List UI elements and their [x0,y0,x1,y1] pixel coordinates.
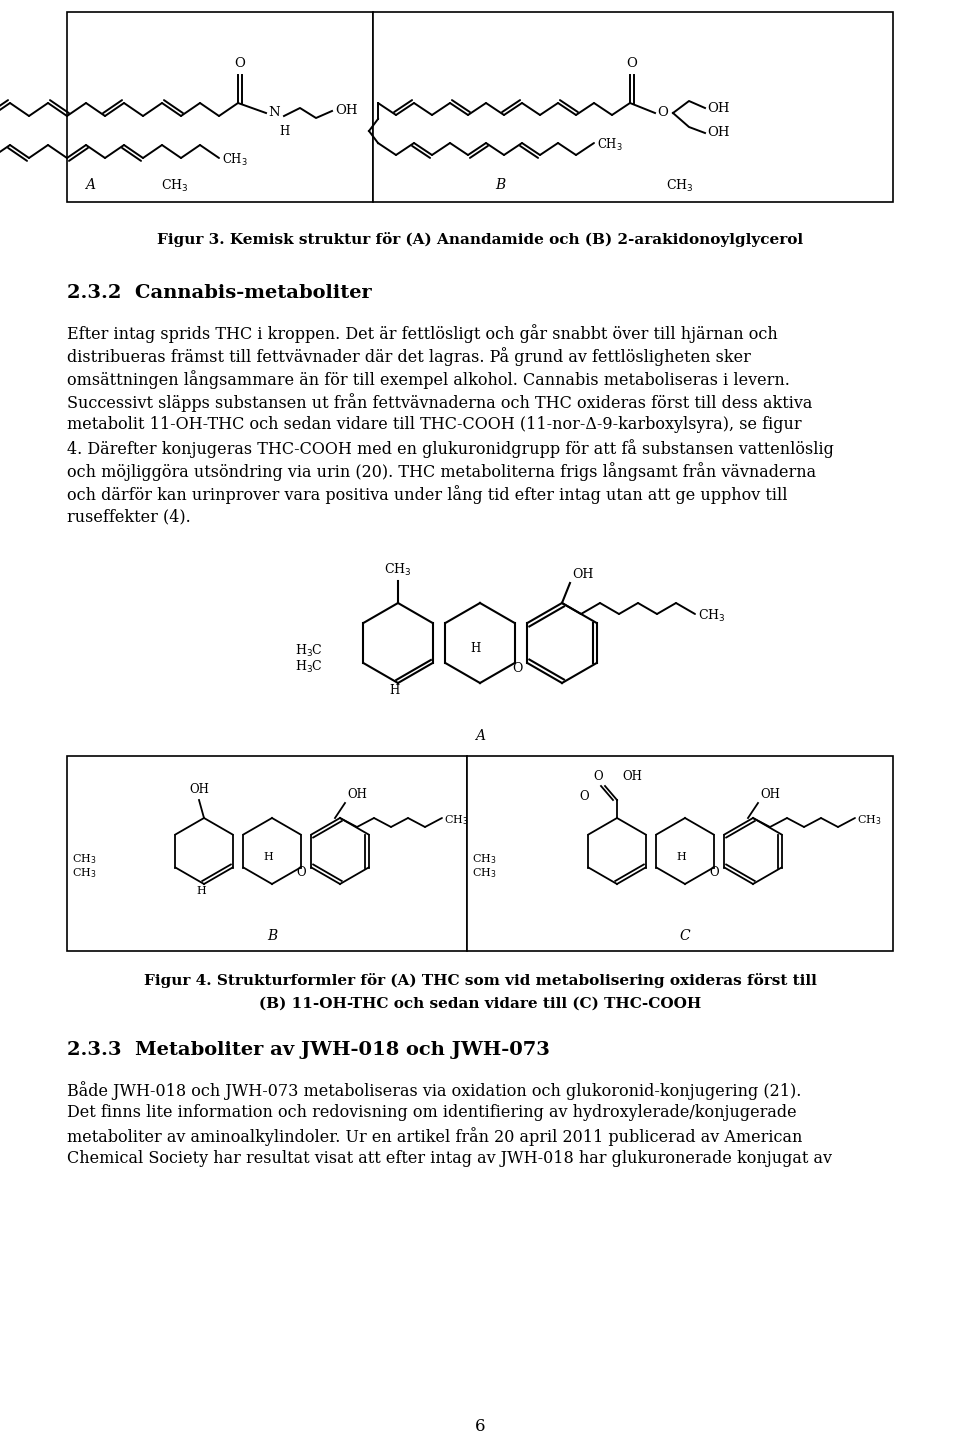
Text: O: O [512,662,522,676]
Text: 2.3.3  Metaboliter av JWH-018 och JWH-073: 2.3.3 Metaboliter av JWH-018 och JWH-073 [67,1041,550,1059]
Text: CH$_3$: CH$_3$ [72,852,97,866]
Text: CH$_3$: CH$_3$ [72,866,97,879]
Text: OH: OH [760,788,780,801]
Text: C: C [680,929,690,943]
Text: (B) 11-OH-THC och sedan vidare till (C) THC-COOH: (B) 11-OH-THC och sedan vidare till (C) … [259,997,701,1010]
Text: B: B [494,178,505,192]
Text: A: A [475,729,485,743]
Text: H: H [469,642,480,655]
Text: H: H [196,887,205,895]
Bar [67,12,373,202]
Text: CH$_3$: CH$_3$ [161,178,189,194]
Text: O: O [593,770,603,783]
Text: OH: OH [572,568,593,581]
Text: Efter intag sprids THC i kroppen. Det är fettlösligt och går snabbt över till hj: Efter intag sprids THC i kroppen. Det är… [67,325,778,344]
Text: ruseffekter (4).: ruseffekter (4). [67,508,191,526]
Text: CH$_3$: CH$_3$ [857,812,881,827]
Text: CH$_3$: CH$_3$ [666,178,694,194]
Text: OH: OH [347,788,367,801]
Text: OH: OH [622,770,642,783]
Text: metabolit 11-OH-THC och sedan vidare till THC-COOH (11-nor-Δ-9-karboxylsyra), se: metabolit 11-OH-THC och sedan vidare til… [67,416,802,432]
Text: Chemical Society har resultat visat att efter intag av JWH-018 har glukuronerade: Chemical Society har resultat visat att … [67,1150,832,1168]
Text: O: O [627,57,637,70]
Text: 6: 6 [475,1418,485,1436]
Text: O: O [580,789,589,802]
Text: CH$_3$: CH$_3$ [472,852,496,866]
Text: CH$_3$: CH$_3$ [472,866,496,879]
Text: Figur 4. Strukturformler för (A) THC som vid metabolisering oxideras först till: Figur 4. Strukturformler för (A) THC som… [144,973,816,989]
Bar [467,756,893,951]
Text: Både JWH-018 och JWH-073 metaboliseras via oxidation och glukoronid-konjugering : Både JWH-018 och JWH-073 metaboliseras v… [67,1080,802,1099]
Text: 2.3.2  Cannabis-metaboliter: 2.3.2 Cannabis-metaboliter [67,284,372,301]
Bar [373,12,893,202]
Text: och möjliggöra utsöndring via urin (20). THC metaboliterna frigs långsamt från v: och möjliggöra utsöndring via urin (20).… [67,462,816,480]
Text: OH: OH [707,102,730,115]
Text: OH: OH [189,783,209,796]
Text: H$_3$C: H$_3$C [295,660,323,676]
Text: 4. Därefter konjugeras THC-COOH med en glukuronidgrupp för att få substansen vat: 4. Därefter konjugeras THC-COOH med en g… [67,440,834,457]
Bar [67,756,467,951]
Text: O: O [296,865,305,878]
Text: Successivt släpps substansen ut från fettvävnaderna och THC oxideras först till : Successivt släpps substansen ut från fet… [67,393,812,412]
Text: CH$_3$: CH$_3$ [222,151,248,167]
Text: CH$_3$: CH$_3$ [597,137,623,153]
Text: H$_3$C: H$_3$C [295,644,323,660]
Text: OH: OH [707,127,730,140]
Text: Det finns lite information och redovisning om identifiering av hydroxylerade/kon: Det finns lite information och redovisni… [67,1104,797,1121]
Text: och därför kan urinprover vara positiva under lång tid efter intag utan att ge u: och därför kan urinprover vara positiva … [67,485,787,504]
Text: O: O [709,865,719,878]
Text: H: H [389,684,399,697]
Text: CH$_3$: CH$_3$ [698,609,726,625]
Text: Figur 3. Kemisk struktur för (A) Anandamide och (B) 2-arakidonoylglycerol: Figur 3. Kemisk struktur för (A) Anandam… [156,232,804,248]
Text: omsättningen långsammare än för till exempel alkohol. Cannabis metaboliseras i l: omsättningen långsammare än för till exe… [67,370,790,389]
Text: distribueras främst till fettvävnader där det lagras. På grund av fettlöslighete: distribueras främst till fettvävnader dä… [67,347,751,365]
Text: CH$_3$: CH$_3$ [444,812,468,827]
Text: H: H [263,852,273,862]
Text: N: N [268,106,279,119]
Text: A: A [85,178,95,192]
Text: CH$_3$: CH$_3$ [384,562,412,578]
Text: B: B [267,929,277,943]
Text: H: H [279,125,289,138]
Text: O: O [234,57,246,70]
Text: H: H [676,852,685,862]
Text: metaboliter av aminoalkylindoler. Ur en artikel från 20 april 2011 publicerad av: metaboliter av aminoalkylindoler. Ur en … [67,1127,803,1146]
Text: O: O [657,106,668,119]
Text: OH: OH [335,105,357,118]
